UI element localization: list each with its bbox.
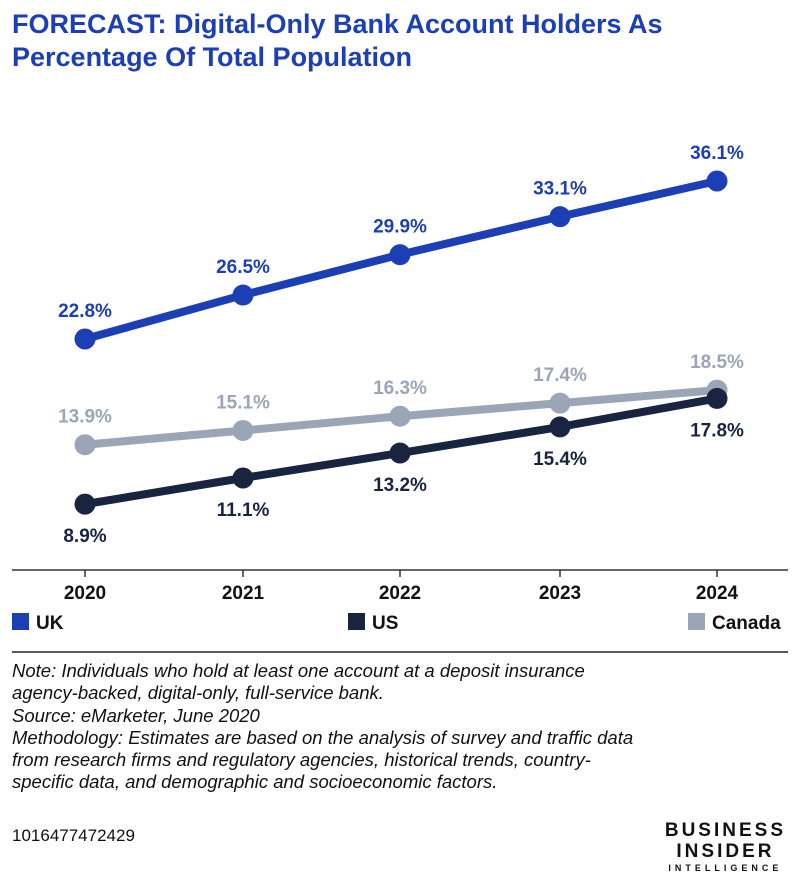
data-label-canada: 15.1% (216, 392, 270, 413)
data-point-uk (706, 170, 728, 192)
data-point-canada (232, 419, 254, 441)
x-tick-label: 2023 (539, 583, 581, 604)
chart-id: 1016477472429 (12, 826, 135, 845)
data-point-uk (232, 284, 254, 306)
data-label-canada: 18.5% (690, 352, 744, 373)
data-label-us: 13.2% (373, 475, 427, 496)
data-point-us (389, 442, 411, 464)
data-label-uk: 26.5% (216, 257, 270, 278)
data-label-us: 17.8% (690, 420, 744, 441)
data-label-canada: 16.3% (373, 378, 427, 399)
data-label-canada: 13.9% (58, 407, 112, 428)
data-label-us: 11.1% (217, 500, 270, 521)
data-point-uk (74, 328, 96, 350)
logo-line: BUSINESS (664, 820, 786, 841)
legend-label-us: US (372, 613, 398, 634)
methodology-line: from research firms and regulatory agenc… (12, 749, 591, 771)
chart-title: FORECAST: Digital-Only Bank Account Hold… (12, 9, 663, 72)
x-tick-label: 2024 (696, 583, 739, 604)
legend-swatch-uk (12, 613, 29, 630)
data-label-uk: 22.8% (58, 301, 112, 322)
business-insider-logo: BUSINESS INSIDER INTELLIGENCE (665, 820, 786, 874)
data-point-uk (549, 206, 571, 228)
data-point-us (232, 467, 254, 489)
data-point-canada (389, 405, 411, 427)
methodology-line: specific data, and demographic and socio… (12, 771, 498, 793)
data-point-uk (389, 244, 411, 266)
data-point-us (549, 416, 571, 438)
data-point-us (706, 387, 728, 409)
x-tick-label: 2021 (222, 583, 265, 604)
logo-line: INSIDER (676, 841, 775, 862)
note-line: agency-backed, digital-only, full-servic… (12, 682, 384, 704)
data-label-us: 15.4% (533, 449, 587, 470)
legend-swatch-us (348, 613, 365, 630)
note-line: Note: Individuals who hold at least one … (12, 660, 585, 681)
legend-label-canada: Canada (712, 613, 781, 634)
logo-line: INTELLIGENCE (668, 863, 783, 873)
data-point-canada (74, 434, 96, 456)
data-label-uk: 29.9% (373, 217, 427, 238)
data-label-us: 8.9% (63, 526, 106, 547)
data-point-canada (549, 392, 571, 414)
chart-notes: Note: Individuals who hold at least one … (12, 660, 792, 794)
x-tick-label: 2020 (64, 583, 106, 604)
data-label-uk: 36.1% (690, 143, 744, 164)
x-tick-label: 2022 (379, 583, 421, 604)
data-label-canada: 17.4% (533, 365, 587, 386)
source-line: Source: eMarketer, June 2020 (12, 704, 260, 726)
legend-swatch-canada (688, 613, 705, 630)
data-point-us (74, 493, 96, 515)
data-label-uk: 33.1% (533, 179, 587, 200)
legend-label-uk: UK (36, 613, 64, 634)
line-chart: 2020 2021 2022 2023 2024 22.8% 26.5% 29.9% 33.1%… (12, 143, 788, 653)
methodology-line: Methodology: Estimates are based on the … (12, 726, 634, 748)
